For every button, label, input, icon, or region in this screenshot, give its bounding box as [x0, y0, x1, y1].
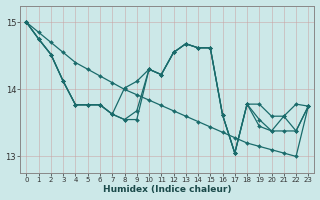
- X-axis label: Humidex (Indice chaleur): Humidex (Indice chaleur): [103, 185, 232, 194]
